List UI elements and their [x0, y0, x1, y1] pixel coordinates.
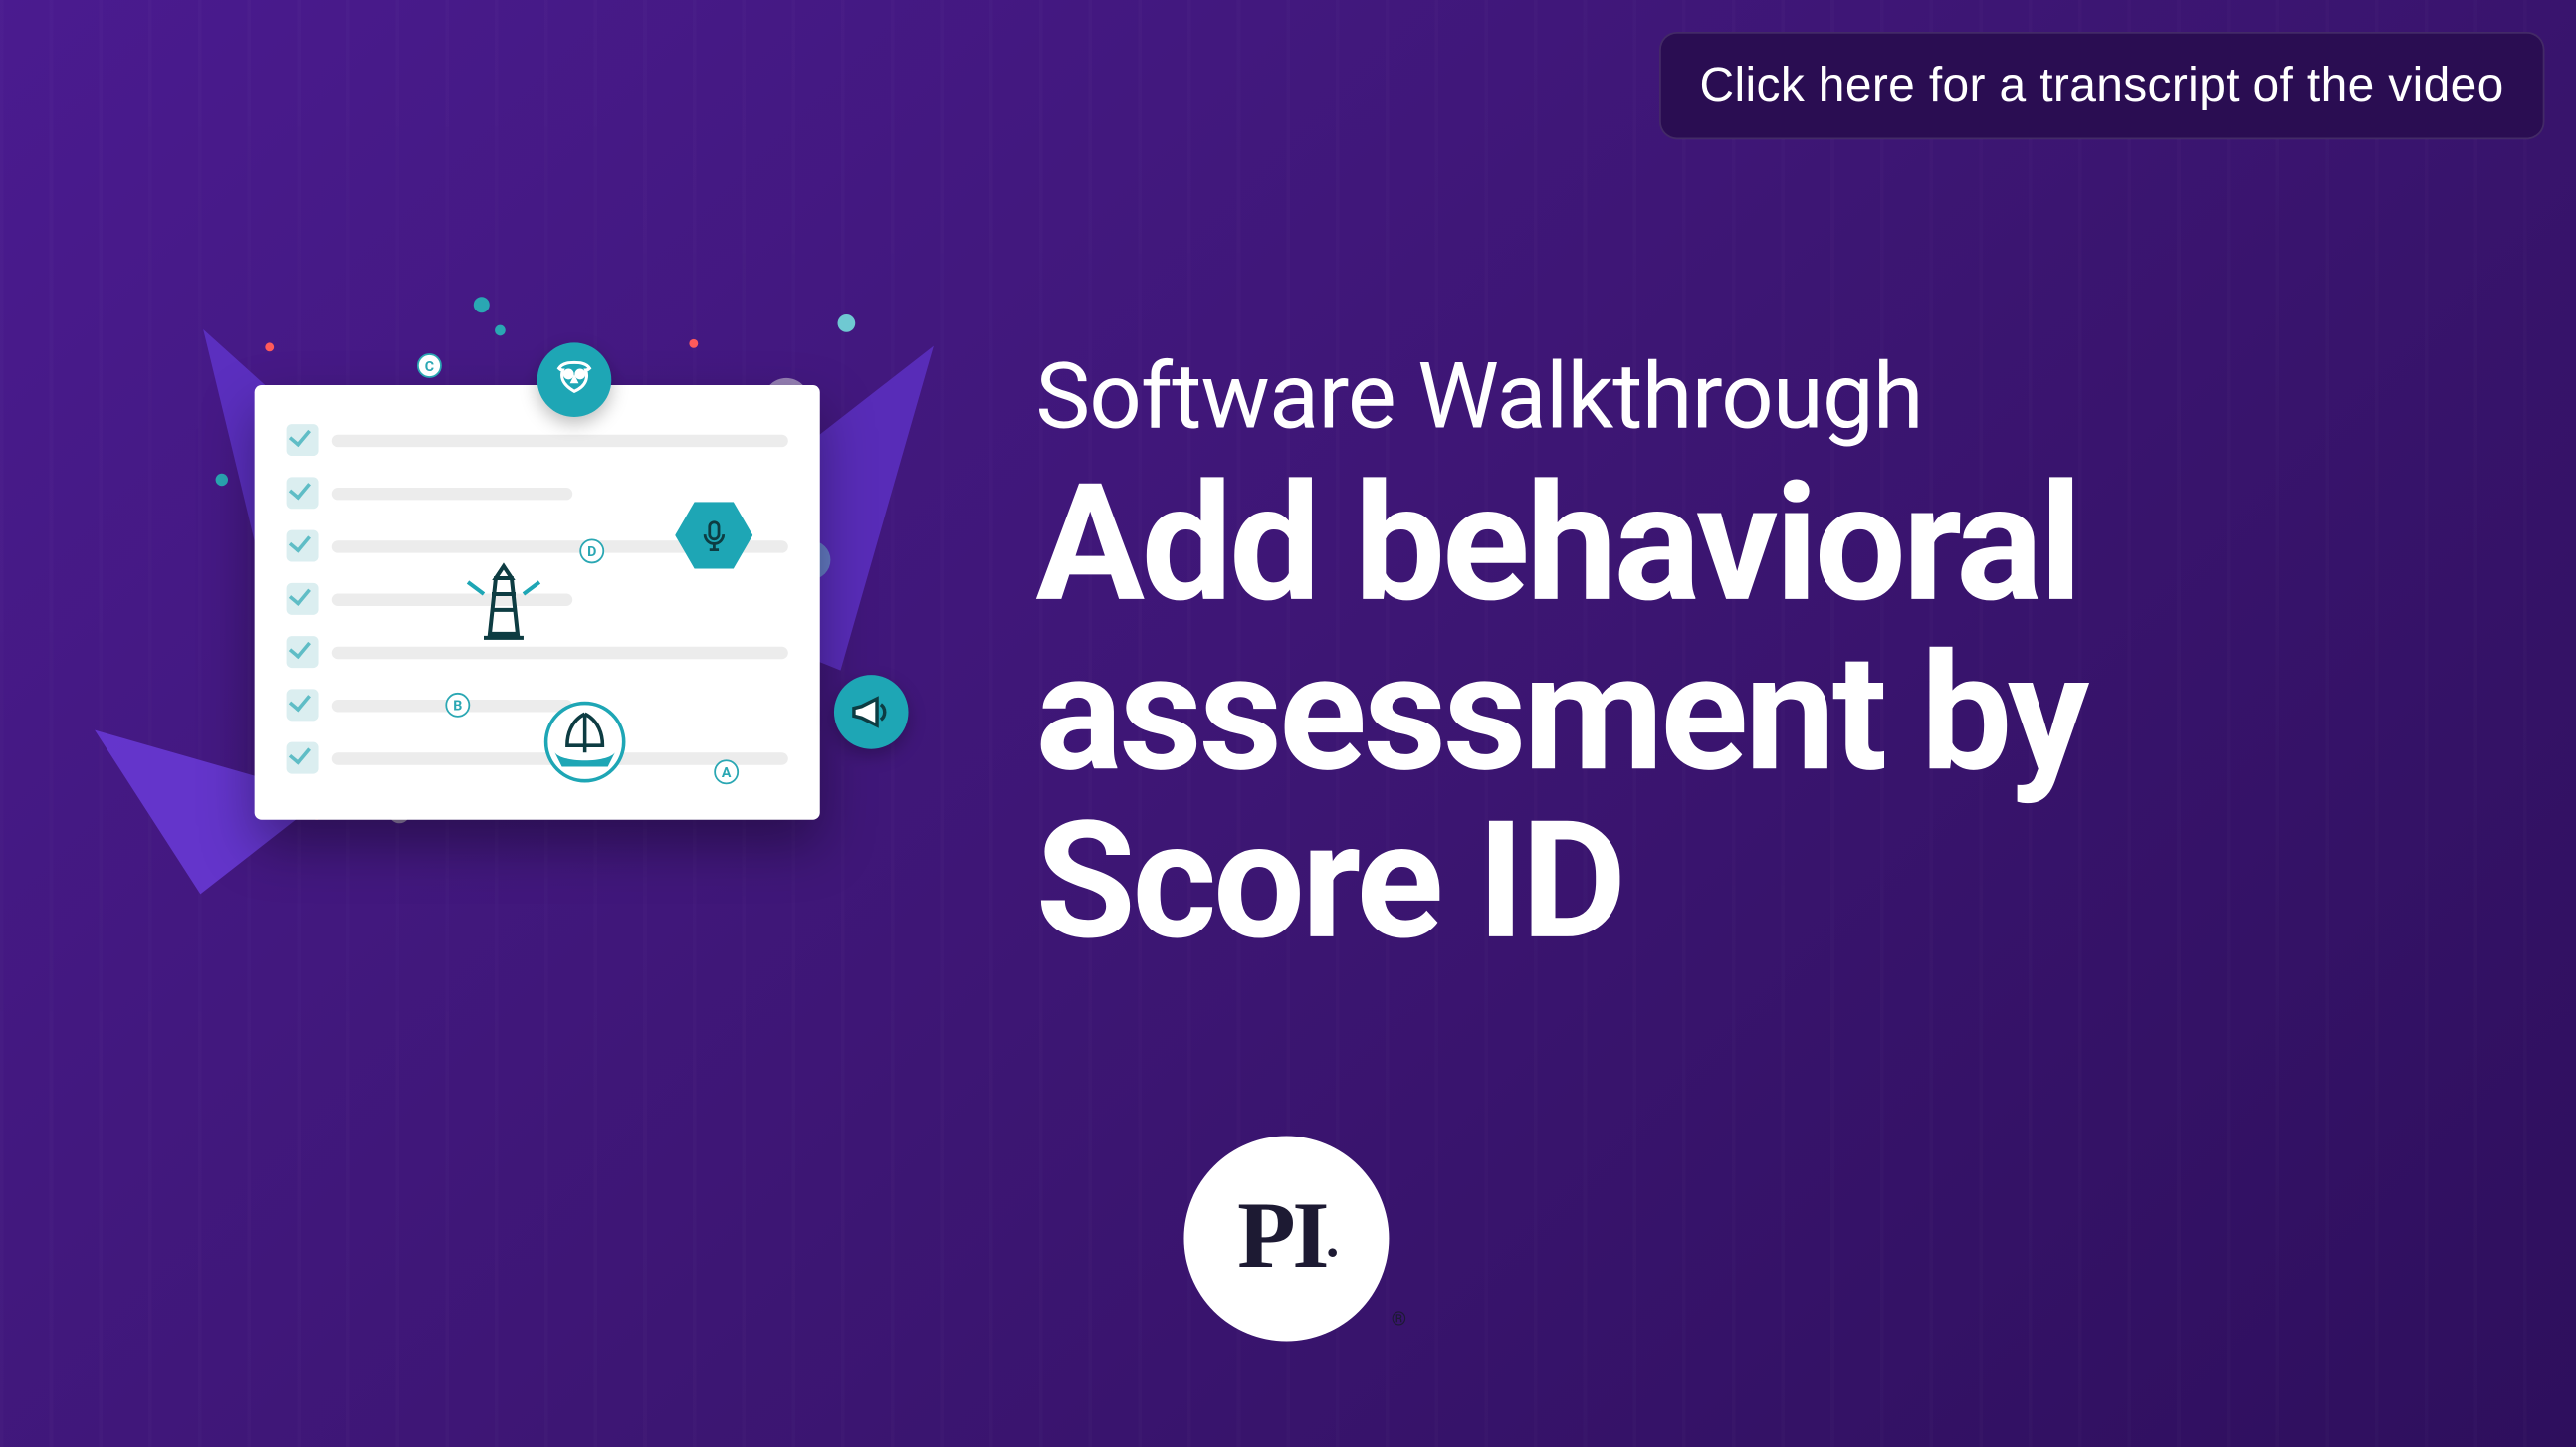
registered-mark: ® — [1392, 1308, 1406, 1331]
placeholder-bar — [332, 646, 788, 658]
decor-bubble — [689, 339, 698, 348]
decor-bubble — [474, 297, 490, 312]
video-title-slide: Click here for a transcript of the video — [0, 0, 2573, 1447]
lighthouse-icon — [456, 558, 551, 654]
checkbox-icon — [287, 583, 319, 615]
decor-bubble — [838, 314, 856, 332]
checklist-row — [287, 424, 788, 456]
hero-graphic: C D B A — [141, 248, 930, 920]
factor-ring: A — [714, 759, 739, 784]
owl-icon — [537, 342, 612, 417]
factor-ring: C — [417, 353, 442, 378]
checkbox-icon — [287, 742, 319, 774]
factor-ring: D — [579, 538, 604, 563]
megaphone-icon — [834, 675, 909, 749]
transcript-button[interactable]: Click here for a transcript of the video — [1659, 32, 2545, 139]
checkbox-icon — [287, 689, 319, 721]
decor-bubble — [216, 474, 228, 486]
checkbox-icon — [287, 477, 319, 509]
factor-ring: B — [445, 693, 470, 718]
heading: Add behavioral assessment by Score ID — [1035, 461, 2467, 968]
checkbox-icon — [287, 636, 319, 668]
checkbox-icon — [287, 530, 319, 562]
placeholder-bar — [332, 434, 788, 446]
content-row: C D B A Software Walkthrough Add behavioral… — [0, 248, 2573, 968]
decor-bubble — [495, 325, 506, 336]
title-text-block: Software Walkthrough Add behavioral asse… — [1035, 248, 2467, 968]
ship-icon — [534, 700, 636, 784]
subheading: Software Walkthrough — [1035, 342, 2467, 450]
pi-logo: PI. ® — [1183, 1137, 1389, 1342]
pi-logo-text: PI. — [1237, 1180, 1336, 1290]
decor-bubble — [265, 342, 274, 351]
checkbox-icon — [287, 424, 319, 456]
placeholder-bar — [332, 487, 573, 499]
